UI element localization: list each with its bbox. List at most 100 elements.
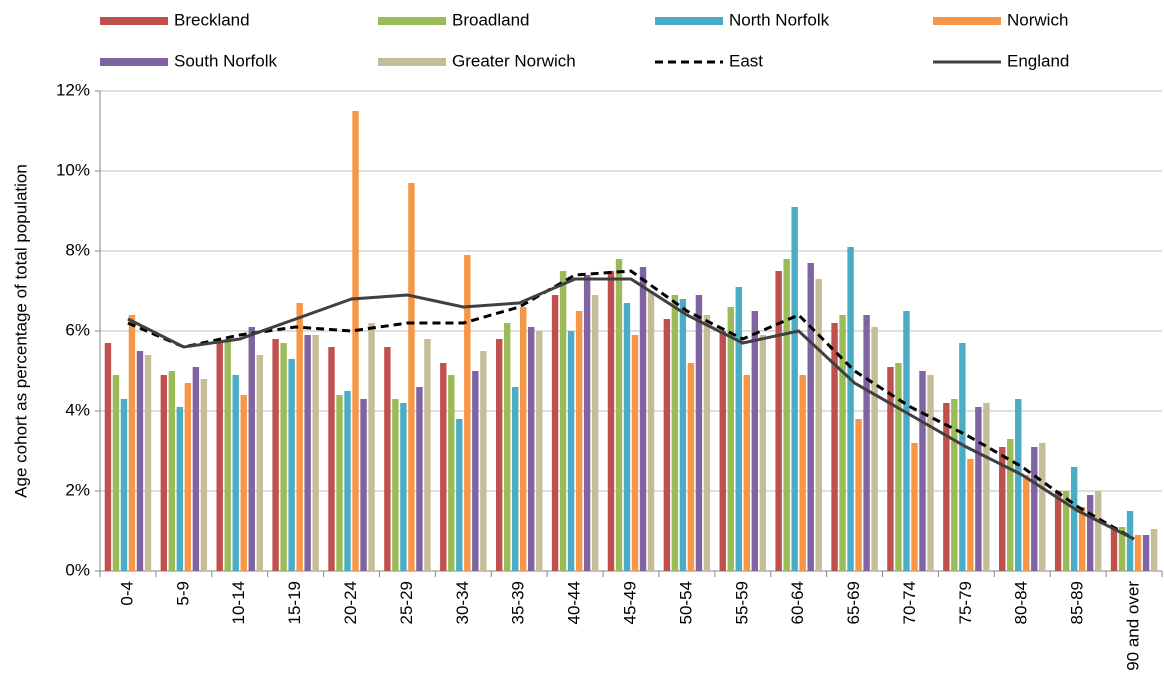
x-tick-label: 60-64 [788,581,807,624]
bar [272,339,279,571]
bar [495,339,503,571]
legend-label: Broadland [452,10,530,29]
bar [192,367,200,571]
bar [360,399,367,571]
bar [368,323,375,571]
bar [1150,529,1158,571]
bar [408,183,415,571]
x-tick-label: 85-89 [1068,581,1087,624]
y-tick-label: 0% [65,560,90,579]
y-tick-label: 10% [56,160,90,179]
bar [663,319,671,571]
bar [751,311,759,571]
bar [695,295,703,571]
bar [440,363,447,571]
bar [472,371,479,571]
bar [520,307,527,571]
bar [104,343,112,571]
legend-swatch [655,17,723,25]
x-tick-label: 55-59 [732,581,751,624]
bar [456,419,463,571]
bar [791,207,798,571]
bar [591,295,599,571]
legend-swatch [100,58,168,66]
bar [176,407,184,571]
legend-label: East [729,51,763,70]
bar [464,255,471,571]
bar [759,335,767,571]
x-tick-label: 70-74 [900,581,919,624]
bar [639,267,647,571]
bar [120,399,128,571]
bar [344,391,351,571]
legend-swatch [100,17,168,25]
bar [296,303,303,571]
bar [224,339,231,571]
bar [831,323,838,571]
bar [136,351,144,571]
legend-label: Greater Norwich [452,51,576,70]
bar [727,307,734,571]
bar [1078,507,1086,571]
bar [583,275,591,571]
legend-label: Norwich [1007,10,1068,29]
bar [1031,447,1038,571]
bar [743,375,751,571]
bar [1039,443,1046,571]
x-tick-label: 25-29 [397,581,416,624]
bar [775,271,782,571]
bar [1023,475,1030,571]
y-tick-label: 4% [65,400,90,419]
bar [903,311,910,571]
bar [1118,527,1126,571]
legend-swatch [933,17,1001,25]
bar [847,247,854,571]
bar [1054,491,1062,571]
x-tick-label: 40-44 [565,581,584,624]
bar [607,271,615,571]
bar [384,347,391,571]
bar [511,387,519,571]
bar [144,355,152,571]
bar [783,259,790,571]
bar [855,419,862,571]
legend-label: North Norfolk [729,10,830,29]
bar [999,447,1006,571]
x-tick-label: 35-39 [509,581,528,624]
bar [392,399,399,571]
bar [528,327,535,571]
bar [983,403,990,571]
bar [400,403,407,571]
x-tick-label: 45-49 [620,581,639,624]
y-axis-label: Age cohort as percentage of total popula… [11,164,30,498]
bar [1110,527,1118,571]
bar [815,279,822,571]
bar [719,331,726,571]
bar [687,363,695,571]
bar [1126,511,1134,571]
bar [887,367,894,571]
bar [839,315,846,571]
y-tick-label: 12% [56,80,90,99]
bar [536,331,543,571]
bar [1142,535,1150,571]
x-tick-label: 30-34 [453,581,472,624]
bar [863,315,870,571]
x-tick-label: 15-19 [285,581,304,624]
bar [256,355,263,571]
bar [248,327,255,571]
bar [735,287,742,571]
bar [623,303,631,571]
x-tick-label: 50-54 [676,581,695,624]
bar [551,295,559,571]
bar [615,259,623,571]
bar [679,299,687,571]
bar [807,263,814,571]
bar [112,375,120,571]
bar [919,371,926,571]
bar [895,363,902,571]
bar [160,375,168,571]
bar [1086,495,1094,571]
bar [336,395,343,571]
